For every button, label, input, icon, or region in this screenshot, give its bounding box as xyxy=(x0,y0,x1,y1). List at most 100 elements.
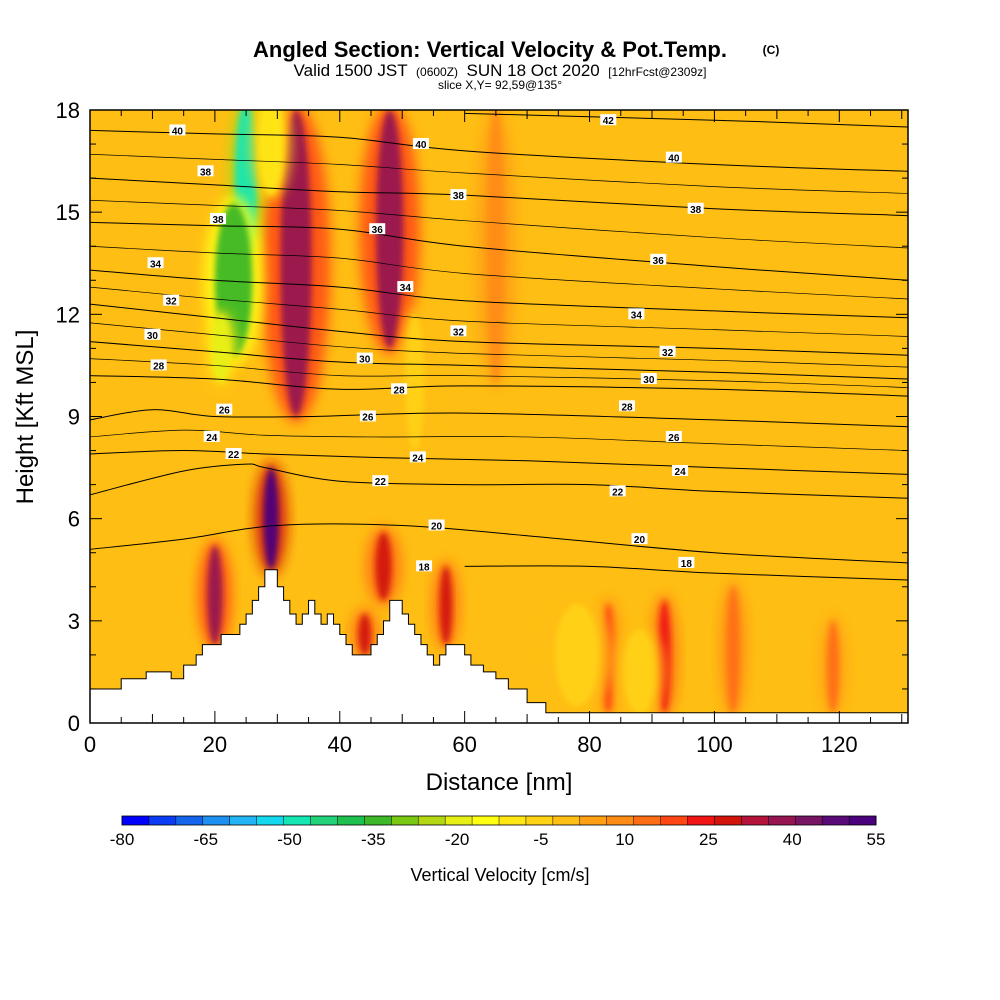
contour-label: 24 xyxy=(412,453,424,464)
contour-label-box xyxy=(650,253,667,265)
contour-label-box xyxy=(600,114,617,126)
contour-label-box xyxy=(619,400,636,412)
contour-label: 28 xyxy=(394,385,406,396)
subtitle-date: SUN 18 Oct 2020 xyxy=(467,61,600,80)
colorbar-swatch xyxy=(499,816,527,825)
contour-label-box xyxy=(678,556,695,568)
contour-label-box xyxy=(169,124,186,136)
colorbar-swatch xyxy=(229,816,258,825)
subtitle-forecast: [12hrFcst@2309z] xyxy=(608,65,706,79)
colorbar-swatch xyxy=(445,816,473,825)
contour-label: 18 xyxy=(419,562,431,573)
contour-label: 26 xyxy=(668,433,680,444)
contour-label: 38 xyxy=(690,205,702,216)
theta-contour-28 xyxy=(90,375,908,397)
colorbar-swatch xyxy=(687,816,715,825)
colorbar-swatch xyxy=(579,816,608,825)
colorbar: -80 -65 -50 -35 -20 -5 10 25 40 55 xyxy=(110,815,885,849)
colorbar-tick-label: -50 xyxy=(277,830,302,849)
colorbar-tick-label: 10 xyxy=(615,830,634,849)
contour-label: 40 xyxy=(172,126,184,137)
colorbar-swatch xyxy=(391,816,419,825)
theta-contour-minor xyxy=(90,429,908,451)
x-tick-label: 80 xyxy=(577,732,601,757)
colorbar-swatch xyxy=(175,816,204,825)
title-tag: (C) xyxy=(763,43,780,57)
colorbar-label: Vertical Velocity [cm/s] xyxy=(410,865,589,885)
contour-label: 34 xyxy=(631,310,643,321)
y-tick-label: 6 xyxy=(68,507,80,532)
contour-label-box xyxy=(397,281,414,293)
contour-label: 30 xyxy=(147,331,159,342)
theta-contour-minor xyxy=(90,153,908,194)
updraft-core xyxy=(263,467,279,570)
contour-label: 32 xyxy=(662,348,674,359)
contour-label: 30 xyxy=(359,355,371,366)
colorbar-tick-label: -65 xyxy=(193,830,218,849)
contour-label: 34 xyxy=(400,283,412,294)
contour-label-box xyxy=(631,533,648,545)
contour-label: 36 xyxy=(372,225,384,236)
contour-label: 30 xyxy=(643,375,655,386)
contour-label: 32 xyxy=(453,327,465,338)
updraft-core xyxy=(826,620,840,713)
contour-label-box xyxy=(216,403,233,415)
theta-contour-minor xyxy=(90,286,908,337)
contour-label: 32 xyxy=(166,297,178,308)
contour-label: 36 xyxy=(653,256,665,267)
x-tick-label: 20 xyxy=(203,732,227,757)
contour-label-box xyxy=(369,223,386,235)
colorbar-swatch xyxy=(525,816,554,825)
contour-label-box xyxy=(197,165,214,177)
theta-contour-26 xyxy=(90,409,908,428)
colorbar-swatch xyxy=(849,816,877,825)
x-tick-label: 40 xyxy=(328,732,352,757)
contour-label: 22 xyxy=(228,450,240,461)
subtitle-slice: slice X,Y= 92,59@135° xyxy=(438,78,562,92)
colorbar-tick-label: -20 xyxy=(445,830,470,849)
contour-label-box xyxy=(409,451,426,463)
theta-contour-38 xyxy=(90,177,908,217)
y-tick-label: 3 xyxy=(68,609,80,634)
colorbar-swatch xyxy=(283,816,311,825)
contour-label: 20 xyxy=(634,535,646,546)
y-tick-label: 9 xyxy=(68,405,80,430)
contour-label: 28 xyxy=(621,402,633,413)
colorbar-swatch xyxy=(660,816,688,825)
terrain-outline xyxy=(90,569,908,714)
contour-label-box xyxy=(144,328,161,340)
contour-label-box xyxy=(609,485,626,497)
contour-label-box xyxy=(450,325,467,337)
terrain xyxy=(90,569,908,723)
contour-label-box xyxy=(225,447,242,459)
contour-label-box xyxy=(147,257,164,269)
updraft-core xyxy=(207,545,223,645)
colorbar-swatch xyxy=(337,816,365,825)
colorbar-tick-label: -80 xyxy=(110,830,135,849)
colorbar-swatch xyxy=(148,816,177,825)
colorbar-swatch xyxy=(768,816,796,825)
theta-contour-30 xyxy=(90,341,908,380)
contour-label: 40 xyxy=(415,140,427,151)
contour-label-box xyxy=(416,560,433,572)
contour-label-box xyxy=(428,519,445,531)
contour-label: 38 xyxy=(212,215,224,226)
downdraft-core xyxy=(555,603,599,706)
theta-contour-32 xyxy=(90,303,908,356)
downdraft-core xyxy=(211,314,231,383)
contour-label: 22 xyxy=(612,487,624,498)
contour-label-box xyxy=(450,189,467,201)
colorbar-swatch xyxy=(633,816,662,825)
contour-labels: 40 38 38 34 32 30 28 26 24 22 40 38 36 34 32 30 28 26 24 22… xyxy=(144,114,704,573)
contour-label-box xyxy=(659,345,676,357)
subtitle-utc: (0600Z) xyxy=(416,65,458,79)
updraft-core xyxy=(358,614,371,655)
x-tick-label: 0 xyxy=(84,732,96,757)
updraft-core xyxy=(726,586,740,713)
y-tick-label: 12 xyxy=(56,302,80,327)
updraft-core xyxy=(375,532,392,601)
contour-label: 38 xyxy=(200,167,212,178)
contour-label: 42 xyxy=(603,116,615,127)
contour-label: 24 xyxy=(675,467,687,478)
